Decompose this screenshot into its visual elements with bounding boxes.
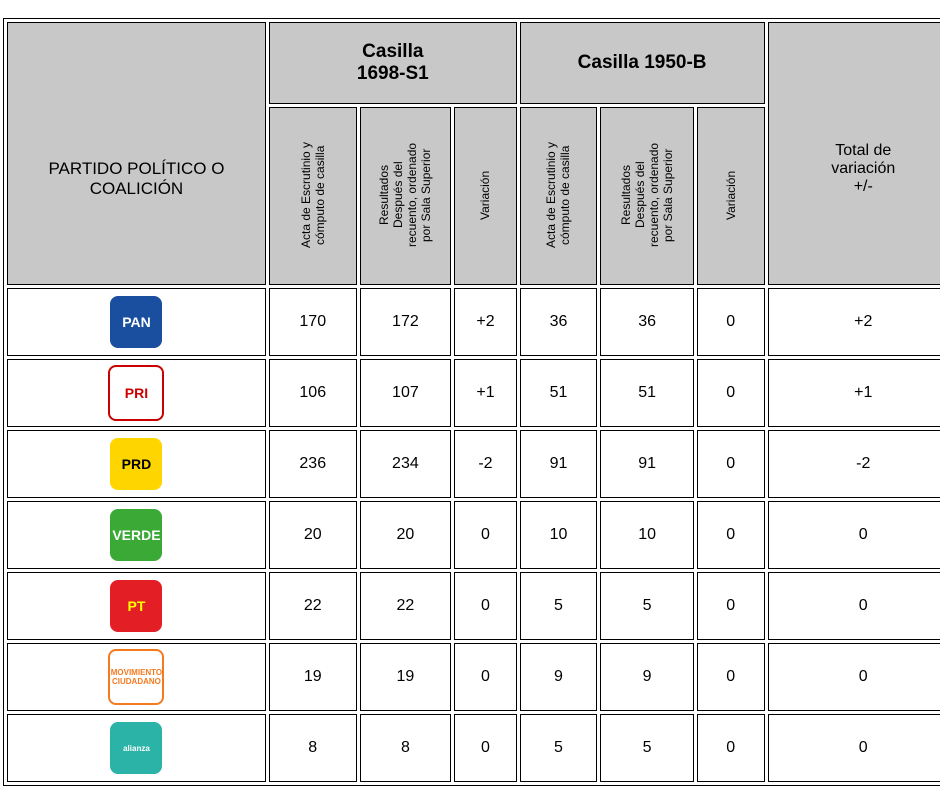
value-cell: +2 xyxy=(454,288,517,356)
total-header: Total de variación +/- xyxy=(767,22,940,285)
value-cell: 5 xyxy=(600,572,694,640)
subcolumn-header: Resultados Después del recuento, ordenad… xyxy=(600,107,694,285)
party-logo: PT xyxy=(110,580,163,632)
table-row: PRD 236 234 -2 91 91 0 -2 xyxy=(7,430,940,498)
party-cell: VERDE xyxy=(7,501,266,569)
table-row: VERDE 20 20 0 10 10 0 0 xyxy=(7,501,940,569)
value-cell: 0 xyxy=(696,572,765,640)
value-cell: 0 xyxy=(696,359,765,427)
value-cell: 51 xyxy=(600,359,694,427)
value-cell: -2 xyxy=(454,430,517,498)
value-cell: 107 xyxy=(359,359,452,427)
value-cell: 91 xyxy=(600,430,694,498)
value-cell: 5 xyxy=(519,572,598,640)
value-cell: 0 xyxy=(767,572,940,640)
value-cell: 0 xyxy=(696,430,765,498)
value-cell: 20 xyxy=(268,501,357,569)
value-cell: 5 xyxy=(519,714,598,782)
party-cell: MOVIMIENTO CIUDADANO xyxy=(7,643,266,711)
value-cell: 36 xyxy=(600,288,694,356)
subcolumn-header: Variación xyxy=(696,107,765,285)
value-cell: 0 xyxy=(454,501,517,569)
header-text: PARTIDO POLÍTICO O COALICIÓN xyxy=(48,158,225,198)
value-cell: 0 xyxy=(767,714,940,782)
party-logo: PRI xyxy=(108,365,165,421)
value-cell: 0 xyxy=(454,572,517,640)
party-cell: PAN xyxy=(7,288,266,356)
header-text: Casilla 1698-S1 xyxy=(356,41,429,84)
value-cell: 51 xyxy=(519,359,598,427)
subcolumn-header: Resultados Después del recuento, ordenad… xyxy=(359,107,452,285)
value-cell: 0 xyxy=(696,288,765,356)
value-cell: +1 xyxy=(454,359,517,427)
group-header: Casilla 1698-S1 xyxy=(268,22,517,104)
value-cell: 8 xyxy=(359,714,452,782)
header-text: Acta de Escrutinio y cómputo de casilla xyxy=(298,141,327,248)
header-text: Variación xyxy=(723,169,738,220)
value-cell: 22 xyxy=(359,572,452,640)
value-cell: 91 xyxy=(519,430,598,498)
party-cell: PT xyxy=(7,572,266,640)
group-header: Casilla 1950-B xyxy=(519,22,765,104)
table-row: MOVIMIENTO CIUDADANO 19 19 0 9 9 0 0 xyxy=(7,643,940,711)
value-cell: 9 xyxy=(519,643,598,711)
value-cell: -2 xyxy=(767,430,940,498)
table-row: PT 22 22 0 5 5 0 0 xyxy=(7,572,940,640)
value-cell: 36 xyxy=(519,288,598,356)
value-cell: 0 xyxy=(696,714,765,782)
header-text: Acta de Escrutinio y cómputo de casilla xyxy=(544,141,573,248)
table-row: PRI 106 107 +1 51 51 0 +1 xyxy=(7,359,940,427)
header-text: Casilla 1950-B xyxy=(577,52,707,73)
value-cell: 0 xyxy=(767,643,940,711)
table-row: alianza 8 8 0 5 5 0 0 xyxy=(7,714,940,782)
value-cell: 0 xyxy=(696,643,765,711)
party-logo: VERDE xyxy=(110,509,163,561)
party-cell: PRD xyxy=(7,430,266,498)
subcolumn-header: Acta de Escrutinio y cómputo de casilla xyxy=(519,107,598,285)
value-cell: 8 xyxy=(268,714,357,782)
value-cell: 236 xyxy=(268,430,357,498)
party-logo: PAN xyxy=(110,296,163,348)
value-cell: 106 xyxy=(268,359,357,427)
party-header: PARTIDO POLÍTICO O COALICIÓN xyxy=(7,22,266,285)
header-text: Variación xyxy=(478,169,493,220)
value-cell: 20 xyxy=(359,501,452,569)
value-cell: 172 xyxy=(359,288,452,356)
value-cell: 0 xyxy=(454,714,517,782)
value-cell: 0 xyxy=(696,501,765,569)
subcolumn-header: Acta de Escrutinio y cómputo de casilla xyxy=(268,107,357,285)
value-cell: 10 xyxy=(519,501,598,569)
party-cell: alianza xyxy=(7,714,266,782)
page: PARTIDO POLÍTICO O COALICIÓN Casilla 169… xyxy=(3,18,940,786)
header-text: Resultados Después del recuento, ordenad… xyxy=(377,142,434,247)
value-cell: 9 xyxy=(600,643,694,711)
value-cell: +1 xyxy=(767,359,940,427)
value-cell: 19 xyxy=(359,643,452,711)
party-cell: PRI xyxy=(7,359,266,427)
header-text: Resultados Después del recuento, ordenad… xyxy=(619,142,676,247)
party-logo: MOVIMIENTO CIUDADANO xyxy=(108,649,165,705)
value-cell: 170 xyxy=(268,288,357,356)
party-logo: PRD xyxy=(110,438,163,490)
party-logo: alianza xyxy=(110,722,163,774)
results-table: PARTIDO POLÍTICO O COALICIÓN Casilla 169… xyxy=(3,18,940,786)
value-cell: 10 xyxy=(600,501,694,569)
value-cell: 19 xyxy=(268,643,357,711)
value-cell: 234 xyxy=(359,430,452,498)
value-cell: 5 xyxy=(600,714,694,782)
value-cell: 22 xyxy=(268,572,357,640)
header-text: Total de variación +/- xyxy=(831,141,896,195)
value-cell: 0 xyxy=(767,501,940,569)
table-row: PAN 170 172 +2 36 36 0 +2 xyxy=(7,288,940,356)
value-cell: 0 xyxy=(454,643,517,711)
value-cell: +2 xyxy=(767,288,940,356)
subcolumn-header: Variación xyxy=(454,107,517,285)
